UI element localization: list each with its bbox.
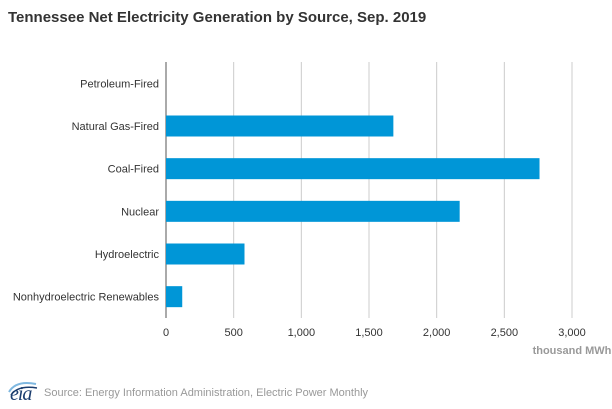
chart-title: Tennessee Net Electricity Generation by …	[8, 9, 427, 26]
x-tick-label: 0	[163, 327, 169, 339]
y-category-label: Nuclear	[121, 206, 159, 218]
bar	[166, 243, 245, 265]
x-axis-title: thousand MWh	[533, 345, 612, 357]
y-category-label: Hydroelectric	[95, 249, 160, 261]
bar	[166, 115, 394, 137]
x-tick-label: 2,500	[491, 327, 519, 339]
y-category-label: Coal-Fired	[108, 164, 159, 176]
x-tick-label: 1,000	[288, 327, 316, 339]
eia-logo-text: eia	[10, 383, 32, 405]
x-tick-label: 3,000	[558, 327, 586, 339]
source-note: Source: Energy Information Administratio…	[44, 387, 369, 399]
y-category-label: Nonhydroelectric Renewables	[13, 292, 160, 304]
bar	[166, 158, 540, 180]
x-tick-label: 2,000	[423, 327, 451, 339]
x-tick-label: 500	[224, 327, 242, 339]
bar	[166, 286, 183, 308]
eia-logo-icon	[8, 382, 38, 396]
y-category-label: Petroleum-Fired	[80, 78, 159, 90]
x-tick-label: 1,500	[355, 327, 383, 339]
eia-logo: eia	[6, 378, 40, 405]
bar	[166, 200, 460, 222]
y-category-label: Natural Gas-Fired	[72, 121, 159, 133]
